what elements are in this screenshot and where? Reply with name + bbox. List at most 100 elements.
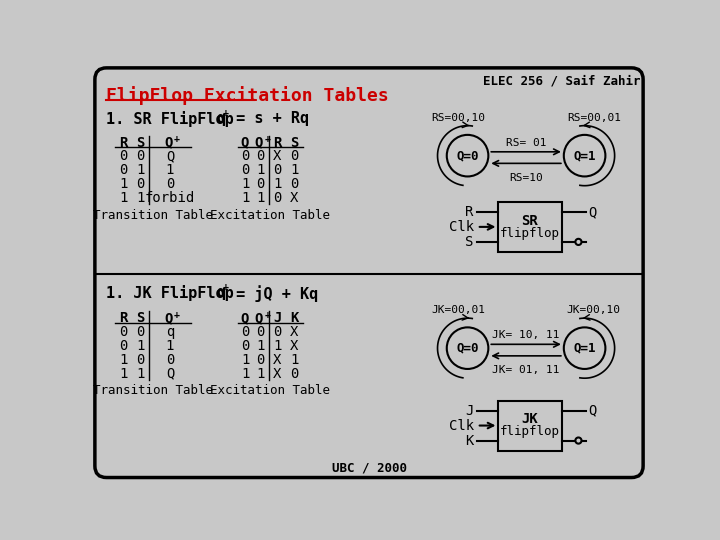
Text: UBC / 2000: UBC / 2000: [331, 462, 407, 475]
Text: Q=1: Q=1: [573, 149, 596, 162]
Text: 0: 0: [256, 353, 265, 367]
Text: 0: 0: [273, 164, 282, 177]
Text: RS= 01: RS= 01: [506, 138, 546, 148]
Text: 1: 1: [273, 177, 282, 191]
Text: q: q: [217, 111, 225, 126]
Text: RS=10: RS=10: [509, 173, 543, 183]
Text: forbid: forbid: [145, 191, 195, 205]
Text: 0: 0: [256, 325, 265, 339]
Text: 1: 1: [120, 177, 127, 191]
Text: Q: Q: [588, 205, 597, 219]
Text: Q: Q: [166, 150, 174, 164]
Text: 0: 0: [273, 191, 282, 205]
Text: +: +: [264, 309, 270, 320]
Text: Q=1: Q=1: [573, 342, 596, 355]
Text: 1: 1: [120, 353, 127, 367]
Text: X: X: [273, 353, 282, 367]
Circle shape: [447, 327, 488, 369]
Text: 0: 0: [136, 325, 145, 339]
Text: S: S: [465, 235, 474, 249]
Text: Excitation Table: Excitation Table: [210, 209, 330, 222]
Text: Clk: Clk: [449, 418, 474, 433]
Text: JK: JK: [521, 413, 539, 427]
Text: 0: 0: [120, 325, 127, 339]
Text: Q: Q: [241, 311, 249, 325]
Text: RS=00,10: RS=00,10: [431, 112, 485, 123]
Text: 1: 1: [166, 339, 174, 353]
Text: 1: 1: [120, 191, 127, 205]
Text: 0: 0: [120, 164, 127, 177]
Text: 0: 0: [136, 177, 145, 191]
Text: 0: 0: [120, 339, 127, 353]
Text: 0: 0: [290, 150, 299, 164]
Text: +: +: [264, 134, 270, 144]
Text: R: R: [273, 136, 282, 150]
Text: X: X: [290, 339, 299, 353]
Text: 0: 0: [241, 325, 249, 339]
Text: Q: Q: [588, 403, 597, 417]
Text: Q: Q: [255, 136, 263, 150]
Text: flipflop: flipflop: [500, 227, 560, 240]
Text: 0: 0: [120, 150, 127, 164]
Text: X: X: [273, 367, 282, 381]
Text: 0: 0: [256, 177, 265, 191]
Text: Q: Q: [166, 367, 174, 381]
Text: Q: Q: [164, 311, 173, 325]
Text: 1: 1: [136, 339, 145, 353]
Circle shape: [447, 135, 488, 177]
Text: J: J: [273, 311, 282, 325]
Text: 0: 0: [241, 339, 249, 353]
FancyBboxPatch shape: [95, 68, 643, 477]
Text: +: +: [222, 108, 228, 118]
Circle shape: [575, 239, 582, 245]
Text: X: X: [290, 325, 299, 339]
Text: K: K: [290, 311, 299, 325]
Text: +: +: [174, 134, 180, 144]
Text: S: S: [136, 136, 145, 150]
Circle shape: [564, 327, 606, 369]
Text: R: R: [120, 136, 127, 150]
Bar: [498, 401, 562, 450]
Text: flipflop: flipflop: [500, 425, 560, 438]
Text: 0: 0: [241, 150, 249, 164]
Text: R: R: [120, 311, 127, 325]
Text: Transition Table: Transition Table: [93, 384, 213, 397]
Text: 1: 1: [120, 367, 127, 381]
Text: 1: 1: [166, 164, 174, 177]
Text: 0: 0: [290, 367, 299, 381]
Text: q: q: [217, 285, 225, 300]
Text: 0: 0: [256, 150, 265, 164]
Text: 1: 1: [241, 191, 249, 205]
Text: Q: Q: [241, 136, 249, 150]
Text: RS=00,01: RS=00,01: [567, 112, 621, 123]
Text: 1: 1: [136, 164, 145, 177]
Text: 0: 0: [136, 353, 145, 367]
Text: JK=00,10: JK=00,10: [567, 305, 621, 315]
Text: 1: 1: [136, 367, 145, 381]
Text: 1: 1: [273, 339, 282, 353]
Text: J: J: [465, 403, 474, 417]
Circle shape: [575, 437, 582, 444]
Text: 0: 0: [241, 164, 249, 177]
Text: +: +: [222, 282, 228, 292]
Text: 1: 1: [256, 191, 265, 205]
Text: Q=0: Q=0: [456, 342, 479, 355]
Text: X: X: [273, 150, 282, 164]
Text: 0: 0: [166, 177, 174, 191]
Text: X: X: [290, 191, 299, 205]
Text: JK=00,01: JK=00,01: [431, 305, 485, 315]
Text: Q: Q: [164, 136, 173, 150]
Text: Excitation Table: Excitation Table: [210, 384, 330, 397]
Text: Transition Table: Transition Table: [93, 209, 213, 222]
Text: Clk: Clk: [449, 220, 474, 234]
Text: FlipFlop Excitation Tables: FlipFlop Excitation Tables: [106, 86, 388, 105]
Text: = s + Rq: = s + Rq: [228, 111, 310, 126]
Text: K: K: [465, 434, 474, 448]
Text: 1: 1: [241, 353, 249, 367]
Text: JK= 01, 11: JK= 01, 11: [492, 365, 560, 375]
Bar: [498, 202, 562, 252]
Circle shape: [564, 135, 606, 177]
Text: JK= 10, 11: JK= 10, 11: [492, 330, 560, 340]
Text: +: +: [174, 309, 180, 320]
Text: 1: 1: [290, 164, 299, 177]
